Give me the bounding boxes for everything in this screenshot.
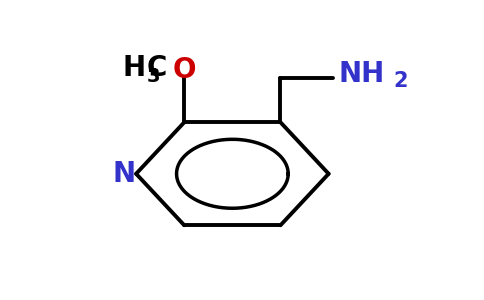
Text: C: C: [147, 54, 167, 82]
Text: 3: 3: [147, 67, 160, 86]
Text: NH: NH: [338, 60, 385, 88]
Text: 2: 2: [393, 71, 408, 91]
Text: N: N: [113, 160, 136, 188]
Text: O: O: [172, 56, 196, 84]
Text: H: H: [122, 54, 146, 82]
